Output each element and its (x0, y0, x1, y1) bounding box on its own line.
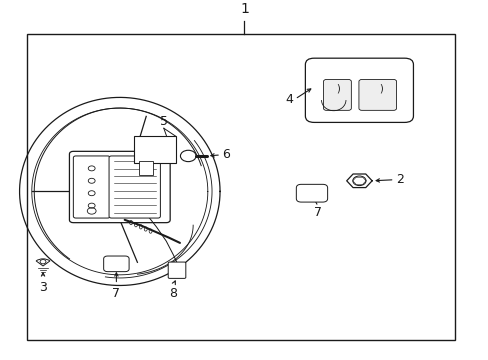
FancyBboxPatch shape (358, 80, 396, 111)
FancyBboxPatch shape (103, 256, 129, 272)
Text: 5: 5 (160, 114, 167, 127)
FancyBboxPatch shape (139, 161, 152, 175)
Text: ): ) (379, 84, 383, 94)
Text: 1: 1 (240, 3, 248, 17)
Text: 4: 4 (285, 93, 293, 106)
FancyBboxPatch shape (168, 262, 185, 278)
FancyBboxPatch shape (296, 184, 327, 202)
Text: 7: 7 (112, 287, 120, 300)
FancyBboxPatch shape (73, 156, 110, 218)
Text: 3: 3 (39, 281, 47, 294)
FancyBboxPatch shape (305, 58, 412, 122)
Bar (27, 33, 454, 341)
FancyBboxPatch shape (323, 80, 350, 111)
Text: 8: 8 (169, 287, 177, 300)
Text: ): ) (335, 84, 339, 94)
Text: 2: 2 (395, 173, 403, 186)
Text: 7: 7 (313, 206, 321, 219)
FancyBboxPatch shape (69, 151, 170, 223)
Text: 6: 6 (222, 148, 230, 161)
FancyBboxPatch shape (109, 156, 160, 218)
Bar (134, 136, 176, 163)
